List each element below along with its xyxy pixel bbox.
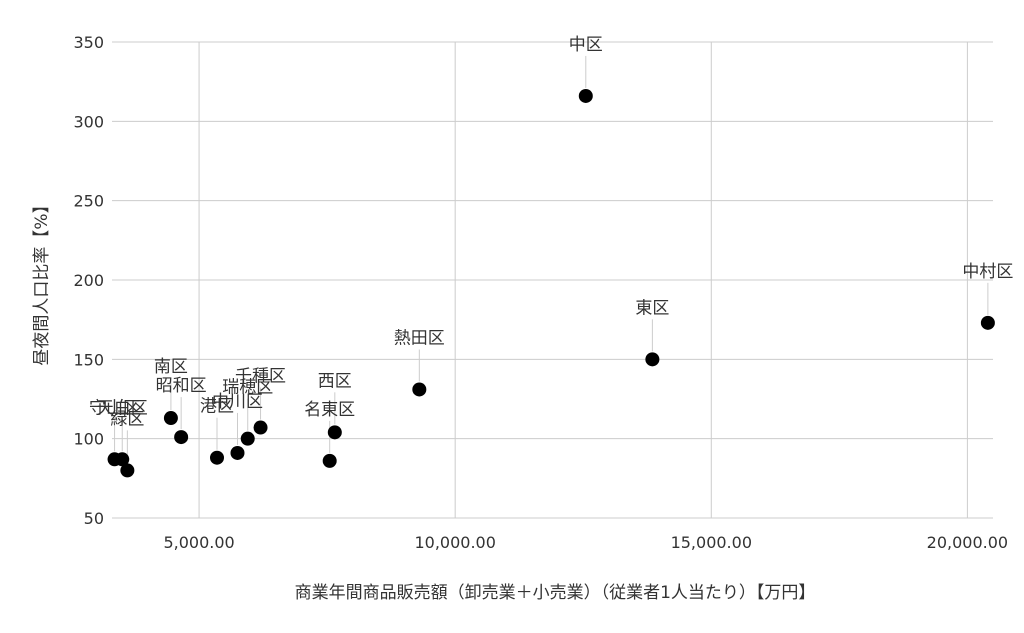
data-point <box>980 315 995 330</box>
tick-labels: 50 100 150 200 250 300 350 5,000.00 10,000.00 15,… <box>73 33 1008 552</box>
data-point <box>322 453 337 468</box>
y-tick-label: 300 <box>73 112 104 131</box>
data-point <box>120 463 135 478</box>
y-tick-label: 100 <box>73 430 104 449</box>
data-point <box>645 352 660 367</box>
point-label: 名東区 <box>304 400 355 420</box>
data-point <box>253 420 268 435</box>
point-label: 守山区 <box>89 398 140 418</box>
y-tick-label: 250 <box>73 192 104 211</box>
point-label: 千種区 <box>235 367 286 387</box>
point-label: 東区 <box>635 298 669 318</box>
point-label: 中川区 <box>212 392 263 412</box>
point-label: 熱田区 <box>394 328 445 348</box>
data-point <box>578 88 593 103</box>
data-point <box>107 452 122 467</box>
data-point <box>240 431 255 446</box>
grid-layer <box>112 41 993 519</box>
point-label: 中区 <box>569 35 603 55</box>
x-tick-label: 20,000.00 <box>927 533 1008 552</box>
y-tick-label: 200 <box>73 271 104 290</box>
point-label: 南区 <box>154 357 188 377</box>
point-label: 中村区 <box>962 262 1013 282</box>
y-tick-label: 150 <box>73 350 104 369</box>
data-point <box>210 450 225 465</box>
y-tick-label: 350 <box>73 33 104 52</box>
data-point <box>174 430 189 445</box>
data-point <box>230 445 245 460</box>
x-tick-label: 5,000.00 <box>163 533 234 552</box>
point-label: 港区 <box>200 397 234 417</box>
data-point <box>163 411 178 426</box>
point-label: 天白区 <box>97 398 148 418</box>
point-label: 昭和区 <box>156 376 207 396</box>
point-label: 瑞穂区 <box>222 378 273 398</box>
data-points <box>107 88 995 478</box>
x-tick-label: 10,000.00 <box>414 533 495 552</box>
data-point <box>327 425 342 440</box>
x-tick-label: 15,000.00 <box>671 533 752 552</box>
x-axis-title: 商業年間商品販売額（卸売業＋小売業）（従業者1人当たり）【万円】 <box>295 583 816 603</box>
point-label: 西区 <box>318 371 352 391</box>
label-leaders <box>114 55 989 463</box>
y-axis-title: 昼夜間人口比率【%】 <box>32 196 52 365</box>
point-label: 緑区 <box>110 409 144 429</box>
data-point <box>412 382 427 397</box>
y-tick-label: 50 <box>84 509 104 528</box>
